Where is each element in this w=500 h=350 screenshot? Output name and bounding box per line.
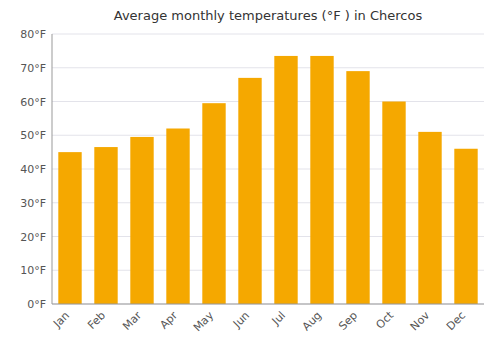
x-tick-label: Jul: [269, 309, 288, 328]
x-tick-label: Aug: [300, 309, 324, 333]
x-tick-label: May: [191, 309, 217, 335]
y-tick-label: 20°F: [20, 231, 46, 244]
y-tick-label: 50°F: [20, 129, 46, 142]
grid-line: [52, 34, 484, 35]
chart-title: Average monthly temperatures (°F ) in Ch…: [114, 8, 423, 23]
y-tick-label: 60°F: [20, 96, 46, 109]
y-tick-label: 40°F: [20, 163, 46, 176]
x-tick-label: Sep: [336, 309, 360, 333]
bar: [202, 103, 225, 304]
bar: [454, 149, 477, 304]
y-tick-label: 70°F: [20, 62, 46, 75]
x-tick-label: Nov: [408, 309, 433, 334]
grid-line: [52, 101, 484, 102]
chart-svg: Average monthly temperatures (°F ) in Ch…: [0, 0, 500, 350]
y-tick-label: 80°F: [20, 28, 46, 41]
grid: [52, 34, 484, 304]
chart-container: Average monthly temperatures (°F ) in Ch…: [0, 0, 500, 350]
bar: [382, 102, 405, 305]
bar: [346, 71, 369, 304]
bar: [238, 78, 261, 304]
y-axis-line: [52, 34, 53, 304]
y-axis: 0°F 10°F 20°F 30°F 40°F 50°F 60°F 70°F 80°F: [20, 28, 46, 311]
x-tick-label: Jan: [50, 309, 72, 331]
y-tick-label: 10°F: [20, 264, 46, 277]
bar: [166, 129, 189, 305]
y-tick-label: 0°F: [27, 298, 46, 311]
x-tick-label: Apr: [157, 309, 180, 332]
bar: [418, 132, 441, 304]
bar: [58, 152, 81, 304]
x-axis-line: [52, 304, 484, 305]
x-tick-label: Dec: [444, 309, 468, 333]
x-tick-label: Mar: [120, 309, 144, 333]
bars: [58, 56, 477, 304]
bar: [94, 147, 117, 304]
x-tick-label: Feb: [85, 309, 108, 332]
x-axis: Jan Feb Mar Apr May Jun Jul Aug Sep Oct Nov Dec: [50, 308, 468, 334]
grid-line: [52, 67, 484, 68]
bar: [274, 56, 297, 304]
bar: [130, 137, 153, 304]
grid-line: [52, 304, 484, 305]
x-tick-label: Jun: [230, 309, 252, 331]
x-tick-label: Oct: [373, 308, 396, 331]
bar: [310, 56, 333, 304]
y-tick-label: 30°F: [20, 197, 46, 210]
